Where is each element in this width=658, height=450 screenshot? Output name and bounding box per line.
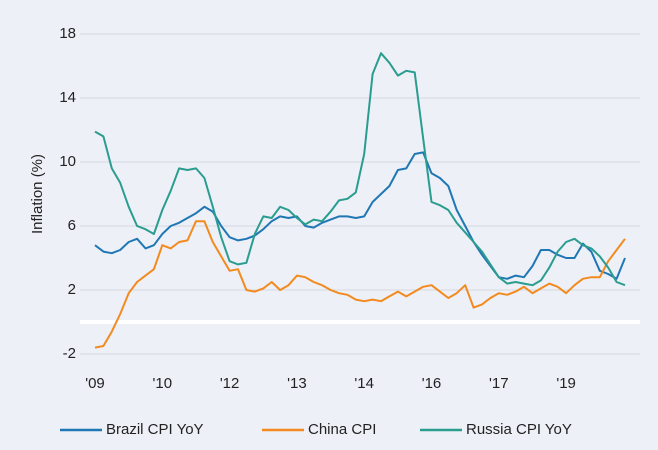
y-axis-label: Inflation (%) [29,154,46,234]
y-tick-label: 18 [59,25,76,42]
y-tick-label: 14 [59,89,76,106]
x-tick-label: '10 [153,375,173,392]
legend-label: Russia CPI YoY [466,421,572,438]
series-line [94,52,626,287]
series-line [94,220,626,349]
x-tick-label: '16 [422,375,442,392]
y-tick-label: -2 [63,345,76,362]
series-line [94,151,626,280]
y-tick-label: 10 [59,153,76,170]
x-tick-label: '12 [220,375,240,392]
legend-label: China CPI [308,421,376,438]
y-tick-label: 6 [68,217,76,234]
x-tick-label: '17 [489,375,509,392]
x-tick-label: '14 [354,375,374,392]
x-tick-label: '13 [287,375,307,392]
x-tick-label: '19 [556,375,576,392]
x-tick-label: '09 [85,375,105,392]
legend-label: Brazil CPI YoY [106,421,204,438]
y-tick-label: 2 [68,281,76,298]
